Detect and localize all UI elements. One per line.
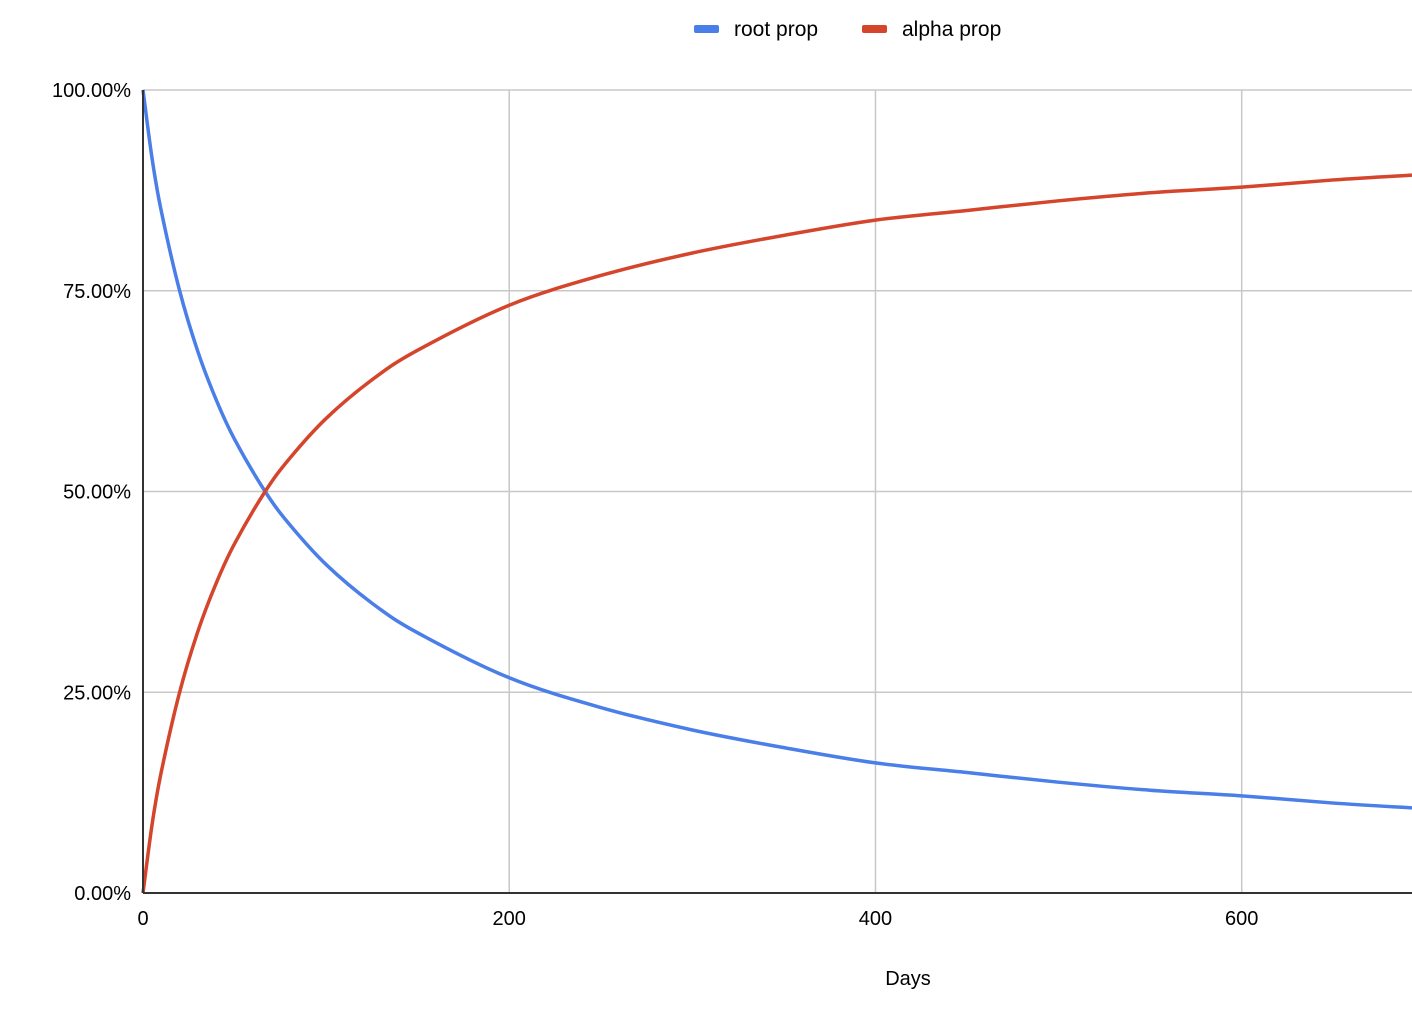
series-line-alpha-prop bbox=[141, 173, 1412, 894]
x-tick-label: 0 bbox=[137, 908, 148, 930]
grid bbox=[143, 89, 1412, 893]
y-tick-label: 75.00% bbox=[63, 281, 131, 303]
series-line-root-prop bbox=[141, 89, 1412, 810]
legend-label: alpha prop bbox=[902, 18, 1001, 41]
y-tick-label: 50.00% bbox=[63, 482, 131, 504]
legend-swatch bbox=[862, 25, 887, 33]
y-axis-ticks: 0.00% 25.00% 50.00% 75.00% 100.00% bbox=[52, 80, 131, 905]
x-tick-label: 400 bbox=[859, 908, 892, 930]
x-axis-label: Days bbox=[885, 968, 931, 990]
y-tick-label: 100.00% bbox=[52, 80, 131, 102]
legend: root prop alpha prop bbox=[694, 18, 1001, 41]
x-tick-label: 600 bbox=[1225, 908, 1258, 930]
series-lines bbox=[141, 89, 1412, 894]
x-tick-label: 200 bbox=[493, 908, 526, 930]
y-tick-label: 0.00% bbox=[74, 883, 131, 905]
x-axis-ticks: 0 200 400 600 bbox=[137, 908, 1258, 930]
legend-label: root prop bbox=[734, 18, 818, 41]
legend-swatch bbox=[694, 25, 719, 33]
y-tick-label: 25.00% bbox=[63, 682, 131, 704]
